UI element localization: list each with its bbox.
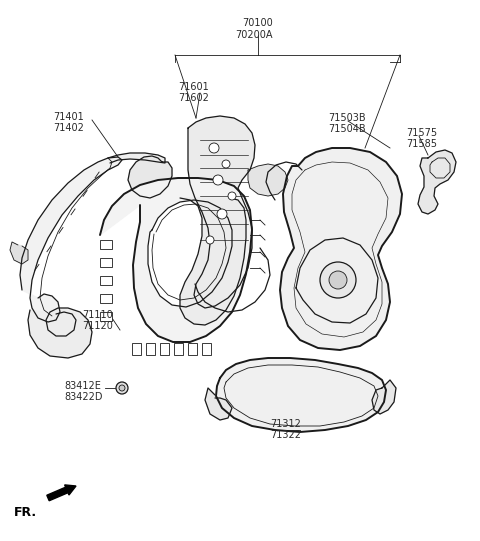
FancyBboxPatch shape (132, 343, 141, 355)
FancyBboxPatch shape (100, 312, 112, 321)
Polygon shape (180, 198, 246, 325)
Circle shape (217, 209, 227, 219)
FancyBboxPatch shape (100, 258, 112, 267)
FancyBboxPatch shape (202, 343, 211, 355)
Circle shape (116, 382, 128, 394)
FancyBboxPatch shape (100, 294, 112, 303)
Polygon shape (205, 388, 232, 420)
Circle shape (222, 160, 230, 168)
Polygon shape (216, 358, 386, 432)
Text: 71575: 71575 (406, 128, 437, 138)
Polygon shape (10, 242, 28, 264)
Circle shape (228, 192, 236, 200)
FancyBboxPatch shape (174, 343, 183, 355)
Text: 71120: 71120 (82, 321, 113, 331)
Text: 71110: 71110 (82, 310, 113, 320)
FancyBboxPatch shape (146, 343, 155, 355)
Polygon shape (248, 164, 288, 196)
Circle shape (320, 262, 356, 298)
Circle shape (206, 236, 214, 244)
FancyBboxPatch shape (100, 276, 112, 285)
Text: 70100: 70100 (242, 18, 273, 28)
Text: 71585: 71585 (406, 139, 437, 149)
Polygon shape (188, 116, 255, 308)
Text: 71503B: 71503B (328, 113, 366, 123)
Text: 70200A: 70200A (235, 30, 273, 40)
Polygon shape (108, 153, 165, 163)
Polygon shape (128, 156, 172, 198)
Text: 71402: 71402 (53, 123, 84, 133)
Text: 71601: 71601 (178, 82, 209, 92)
Text: 83412E: 83412E (64, 381, 101, 391)
Text: 71602: 71602 (178, 93, 209, 103)
Polygon shape (418, 150, 456, 214)
Polygon shape (280, 148, 402, 350)
Circle shape (209, 143, 219, 153)
Circle shape (119, 385, 125, 391)
Text: 71322: 71322 (270, 430, 301, 440)
Text: 71504B: 71504B (328, 124, 366, 134)
FancyArrow shape (47, 485, 76, 501)
Polygon shape (100, 178, 252, 342)
Polygon shape (372, 380, 396, 414)
Circle shape (329, 271, 347, 289)
Text: 83422D: 83422D (64, 392, 103, 402)
Text: 71401: 71401 (53, 112, 84, 122)
Circle shape (213, 175, 223, 185)
FancyBboxPatch shape (188, 343, 197, 355)
Text: FR.: FR. (14, 506, 37, 519)
Text: 71312: 71312 (270, 419, 301, 429)
FancyBboxPatch shape (160, 343, 169, 355)
FancyBboxPatch shape (100, 240, 112, 249)
Polygon shape (20, 157, 122, 322)
Polygon shape (148, 200, 232, 307)
Polygon shape (28, 308, 92, 358)
